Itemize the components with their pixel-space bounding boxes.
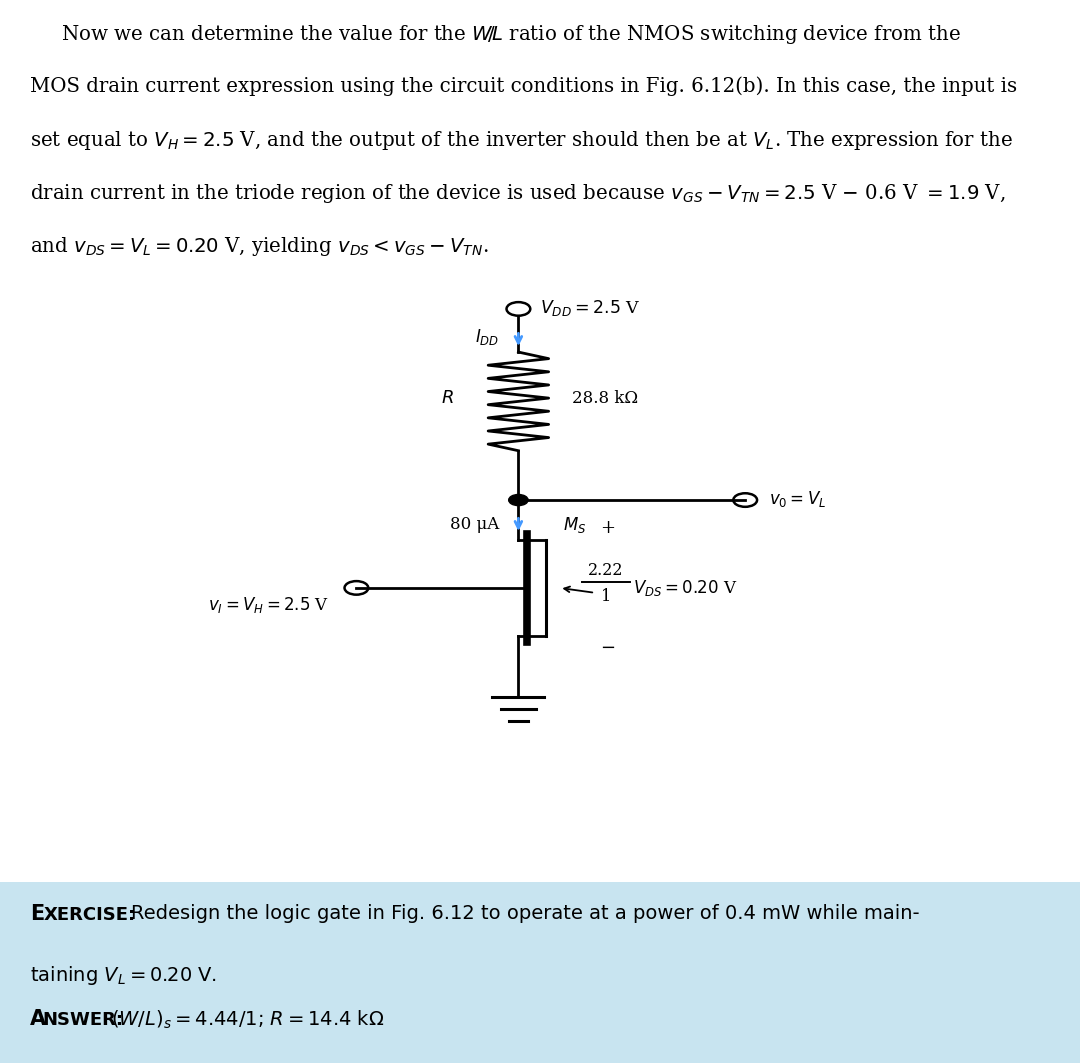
Text: taining $V_L = 0.20$ V.: taining $V_L = 0.20$ V. (30, 963, 217, 986)
Text: $R$: $R$ (441, 389, 454, 407)
Text: 28.8 kΩ: 28.8 kΩ (572, 390, 638, 407)
Text: $V_{DD} = 2.5$ V: $V_{DD} = 2.5$ V (540, 298, 640, 318)
Text: E: E (30, 904, 44, 924)
Text: set equal to $V_H = 2.5$ V, and the output of the inverter should then be at $V_: set equal to $V_H = 2.5$ V, and the outp… (30, 129, 1013, 152)
Text: $V_{DS} = 0.20$ V: $V_{DS} = 0.20$ V (633, 578, 738, 597)
Text: $v_0 = V_L$: $v_0 = V_L$ (769, 489, 826, 509)
Text: $v_I = V_H = 2.5$ V: $v_I = V_H = 2.5$ V (208, 595, 329, 615)
Text: XERCISE:: XERCISE: (43, 906, 136, 924)
Text: and $v_{DS} = V_L = 0.20$ V, yielding $v_{DS} < v_{GS} - V_{TN}$.: and $v_{DS} = V_L = 0.20$ V, yielding $v… (30, 235, 489, 258)
Text: A: A (30, 1009, 46, 1029)
Text: drain current in the triode region of the device is used because $v_{GS} - V_{TN: drain current in the triode region of th… (30, 182, 1005, 205)
Text: Redesign the logic gate in Fig. 6.12 to operate at a power of 0.4 mW while main-: Redesign the logic gate in Fig. 6.12 to … (131, 904, 919, 923)
Text: $M_S$: $M_S$ (563, 516, 586, 535)
Text: Now we can determine the value for the $W\!/\!L$ ratio of the NMOS switching dev: Now we can determine the value for the $… (30, 23, 961, 46)
Text: +: + (600, 519, 616, 537)
Text: MOS drain current expression using the circuit conditions in Fig. 6.12(b). In th: MOS drain current expression using the c… (30, 77, 1017, 96)
Text: $I_{DD}$: $I_{DD}$ (475, 326, 499, 347)
Text: −: − (600, 639, 616, 657)
Text: NSWER:: NSWER: (42, 1011, 123, 1029)
Text: $(W/L)_s = 4.44/1$; $R = 14.4$ k$\Omega$: $(W/L)_s = 4.44/1$; $R = 14.4$ k$\Omega$ (111, 1009, 384, 1031)
Text: 2.22: 2.22 (589, 562, 623, 579)
Text: 1: 1 (600, 588, 611, 605)
Text: 80 μA: 80 μA (449, 517, 499, 534)
Circle shape (509, 494, 528, 506)
